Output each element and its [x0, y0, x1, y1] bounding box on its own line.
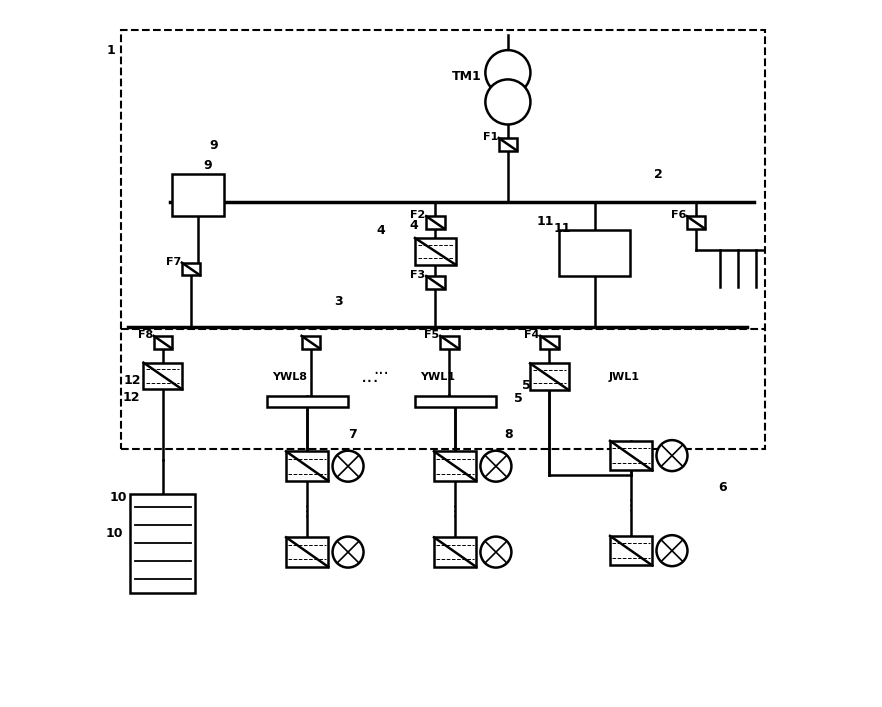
Bar [415, 396, 496, 407]
Text: F6: F6 [670, 211, 686, 221]
Circle shape [333, 450, 363, 481]
Text: F5: F5 [424, 330, 439, 340]
Circle shape [485, 79, 530, 124]
Text: 11: 11 [536, 215, 554, 228]
Text: 11: 11 [553, 222, 571, 235]
Text: 1: 1 [107, 44, 116, 57]
Text: 12: 12 [123, 392, 140, 404]
Bar [426, 276, 445, 288]
Circle shape [656, 440, 687, 471]
Text: F3: F3 [410, 270, 425, 281]
Bar [121, 30, 765, 448]
Bar [498, 138, 517, 151]
Bar [434, 451, 476, 481]
Circle shape [481, 450, 512, 481]
Text: 10: 10 [109, 491, 127, 504]
Text: ⋯: ⋯ [447, 501, 462, 517]
Text: ...: ... [373, 360, 389, 378]
Bar [426, 216, 445, 229]
Circle shape [333, 537, 363, 568]
Bar [266, 396, 348, 407]
Text: 9: 9 [204, 159, 212, 172]
Circle shape [656, 535, 687, 566]
Text: 12: 12 [123, 374, 141, 387]
Text: 2: 2 [654, 168, 662, 181]
Text: F1: F1 [482, 132, 498, 142]
Circle shape [485, 50, 530, 95]
Bar [415, 238, 456, 264]
Text: F2: F2 [410, 211, 425, 221]
Bar [541, 336, 558, 349]
Bar [687, 216, 705, 229]
Text: TM1: TM1 [452, 69, 482, 83]
Bar [172, 174, 224, 216]
Text: 4: 4 [410, 219, 419, 232]
Text: 5: 5 [522, 379, 531, 392]
Text: 9: 9 [209, 139, 218, 152]
Bar [434, 537, 476, 567]
Text: ...: ... [362, 367, 380, 386]
Text: 10: 10 [106, 527, 123, 540]
Bar [144, 363, 183, 390]
Bar [559, 230, 630, 276]
Bar [153, 336, 172, 349]
Text: F8: F8 [138, 330, 153, 340]
Text: 8: 8 [505, 428, 513, 441]
Text: F4: F4 [524, 330, 540, 340]
Bar [610, 441, 653, 470]
Text: 4: 4 [377, 224, 385, 238]
Bar [286, 451, 328, 481]
Bar [182, 263, 200, 275]
Text: 3: 3 [334, 295, 343, 308]
Bar [131, 494, 195, 593]
Text: F7: F7 [166, 257, 181, 267]
Text: YWL8: YWL8 [272, 372, 307, 382]
Circle shape [481, 537, 512, 568]
Bar [440, 336, 459, 349]
Bar [610, 536, 653, 566]
Text: 6: 6 [718, 481, 727, 493]
Text: 7: 7 [348, 428, 357, 441]
Text: 5: 5 [514, 392, 523, 405]
Bar [302, 336, 320, 349]
Text: JWL1: JWL1 [609, 372, 639, 382]
Bar [286, 537, 328, 567]
Text: ⋯: ⋯ [300, 501, 315, 517]
Bar [530, 363, 569, 390]
Text: YWL1: YWL1 [420, 372, 455, 382]
Text: ⋯: ⋯ [624, 496, 639, 510]
